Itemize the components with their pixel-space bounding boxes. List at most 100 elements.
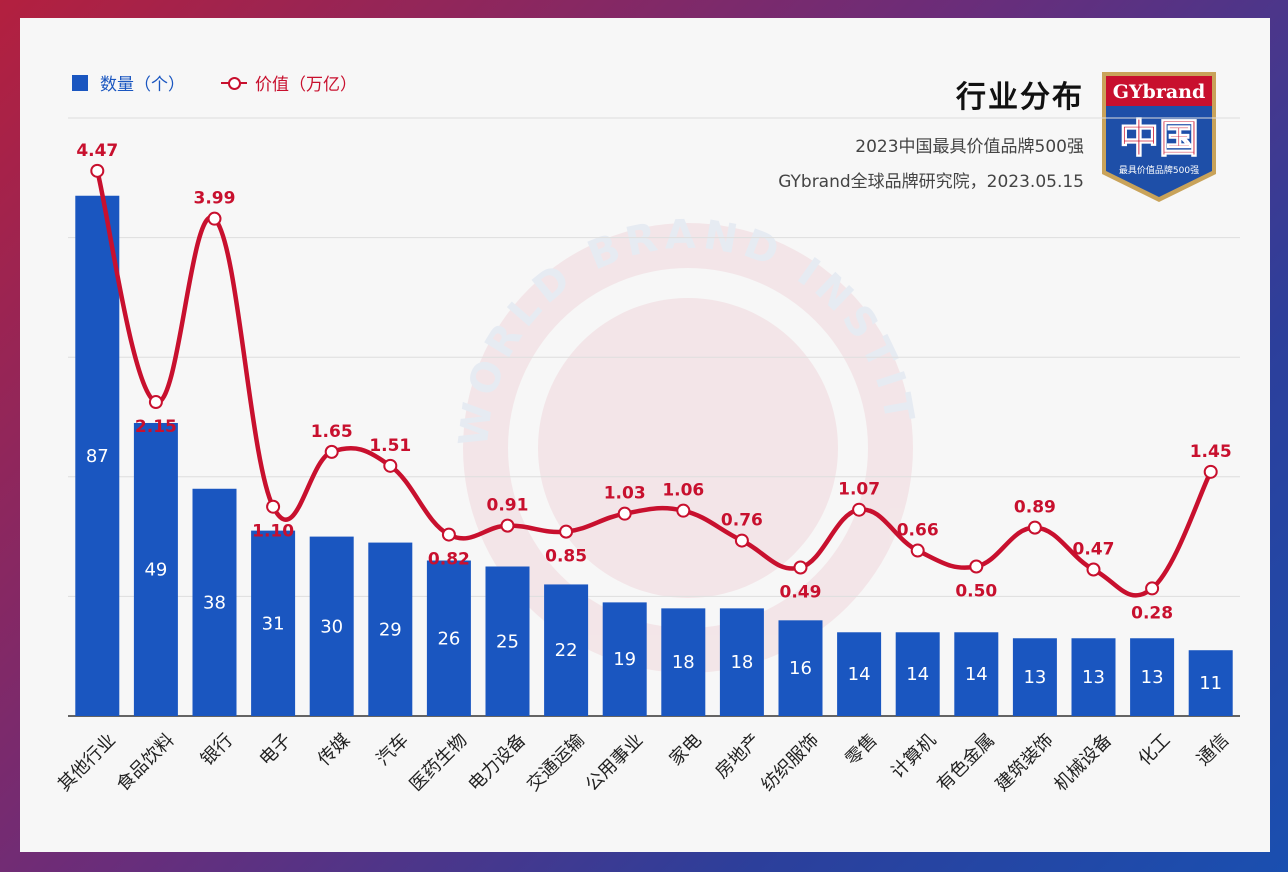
bar [837, 632, 882, 716]
bar-value-label: 16 [789, 658, 812, 679]
line-point [793, 560, 808, 575]
bar [895, 632, 940, 716]
line-point [1145, 581, 1160, 596]
line-value-label: 0.47 [1073, 539, 1115, 559]
chart-title: 行业分布 [956, 80, 1084, 115]
bar [1071, 638, 1116, 716]
line-value-label: 0.50 [955, 582, 997, 602]
line-value-label: 4.47 [76, 141, 118, 161]
logo-main-text: 中国 [1119, 116, 1199, 162]
line-point [441, 527, 456, 542]
line-value-label: 0.66 [897, 521, 939, 541]
bar-value-label: 29 [379, 619, 402, 640]
x-tick-label: 计算机 [887, 730, 940, 783]
gybrand-logo: GYbrand 中国 最具价值品牌500强 [1102, 72, 1216, 202]
line-value-label: 0.89 [1014, 498, 1056, 518]
bar-value-label: 87 [86, 446, 109, 467]
line-value-label: 0.28 [1131, 603, 1173, 623]
line-value-label: 0.49 [780, 582, 822, 602]
bar [368, 542, 413, 716]
x-tick-label: 有色金属 [933, 730, 999, 796]
line-value-label: 3.99 [194, 189, 236, 209]
line-point [1203, 464, 1218, 479]
bar-value-label: 13 [1082, 667, 1105, 688]
x-tick-label: 汽车 [373, 730, 413, 770]
line-value-label: 1.45 [1190, 442, 1232, 462]
x-tick-label: 公用事业 [582, 730, 648, 796]
line-value-label: 1.10 [252, 522, 294, 542]
x-tick-label: 零售 [841, 730, 881, 770]
legend-bar-swatch [72, 74, 88, 91]
value-series-line [95, 170, 1213, 598]
title-block: 行业分布 2023中国最具价值品牌500强 GYbrand全球品牌研究院，202… [778, 72, 1084, 192]
bar-value-label: 18 [672, 652, 695, 673]
bar-value-label: 38 [203, 592, 226, 613]
bar-value-label: 14 [965, 664, 988, 685]
x-tick-label: 银行 [197, 730, 237, 770]
line-point [324, 444, 339, 459]
line-value-label: 0.82 [428, 550, 470, 570]
bar-value-label: 11 [1199, 673, 1222, 694]
bar [1188, 650, 1233, 716]
x-tick-label: 其他行业 [54, 730, 120, 796]
bar [192, 488, 237, 716]
line-point [617, 506, 632, 521]
bar [954, 632, 999, 716]
line-point [148, 395, 163, 410]
bar [661, 608, 706, 716]
bar [602, 602, 647, 716]
line-value-label: 0.76 [721, 511, 763, 531]
bar-value-label: 31 [262, 613, 285, 634]
bar [778, 620, 823, 716]
bar-value-label: 13 [1141, 667, 1164, 688]
bar-value-label: 49 [144, 559, 167, 580]
x-tick-label: 家电 [666, 730, 706, 770]
bar-value-label: 14 [848, 664, 871, 685]
line-point [676, 503, 691, 518]
line-value-label: 1.06 [662, 481, 704, 501]
legend-line-label: 价值（万亿） [255, 75, 357, 95]
line-point [266, 499, 281, 514]
bar [251, 530, 296, 716]
bar [544, 584, 589, 716]
logo-top-text: GYbrand [1113, 81, 1206, 103]
line-value-label: 1.51 [369, 436, 411, 456]
x-tick-label: 通信 [1193, 730, 1233, 770]
chart-svg: WORLD BRAND INSTITUTE 874938313029262522… [20, 18, 1240, 796]
chart-source: GYbrand全球品牌研究院，2023.05.15 [778, 172, 1084, 192]
bar [133, 422, 178, 716]
bar [426, 560, 471, 716]
line-value-label: 2.15 [135, 417, 177, 437]
line-point [969, 559, 984, 574]
x-tick-label: 医药生物 [406, 730, 472, 796]
line-point [852, 502, 867, 517]
bar-value-label: 14 [906, 664, 929, 685]
line-point [1086, 562, 1101, 577]
x-tick-label: 房地产 [711, 730, 764, 783]
bar-value-label: 19 [613, 649, 636, 670]
line-point [1027, 520, 1042, 535]
x-tick-label: 传媒 [314, 730, 354, 770]
bar [719, 608, 764, 716]
bar [309, 536, 354, 716]
bar-value-label: 22 [555, 640, 578, 661]
legend: 数量（个） 价值（万亿） [72, 70, 393, 95]
line-point [734, 533, 749, 548]
line-point [500, 518, 515, 533]
chart-card: 数量（个） 价值（万亿） 行业分布 2023中国最具价值品牌500强 GYbra… [20, 18, 1270, 852]
x-tick-label: 机械设备 [1050, 730, 1116, 796]
line-value-label: 1.03 [604, 484, 646, 504]
line-value-label: 0.85 [545, 547, 587, 567]
line-point [207, 211, 222, 226]
line-point [559, 524, 574, 539]
line-value-label: 1.07 [838, 480, 880, 500]
bar [1012, 638, 1057, 716]
legend-line-swatch [221, 76, 247, 90]
legend-item-value: 价值（万亿） [221, 70, 357, 95]
legend-item-count: 数量（个） [72, 70, 185, 95]
bar-value-label: 30 [320, 616, 343, 637]
x-tick-label: 纺织服饰 [757, 730, 823, 796]
bar [1130, 638, 1175, 716]
chart-bars: 87 49 38 31 30 29 26 25 22 19 18 18 16 14 14 14 13 13 13 11 [75, 195, 1233, 717]
